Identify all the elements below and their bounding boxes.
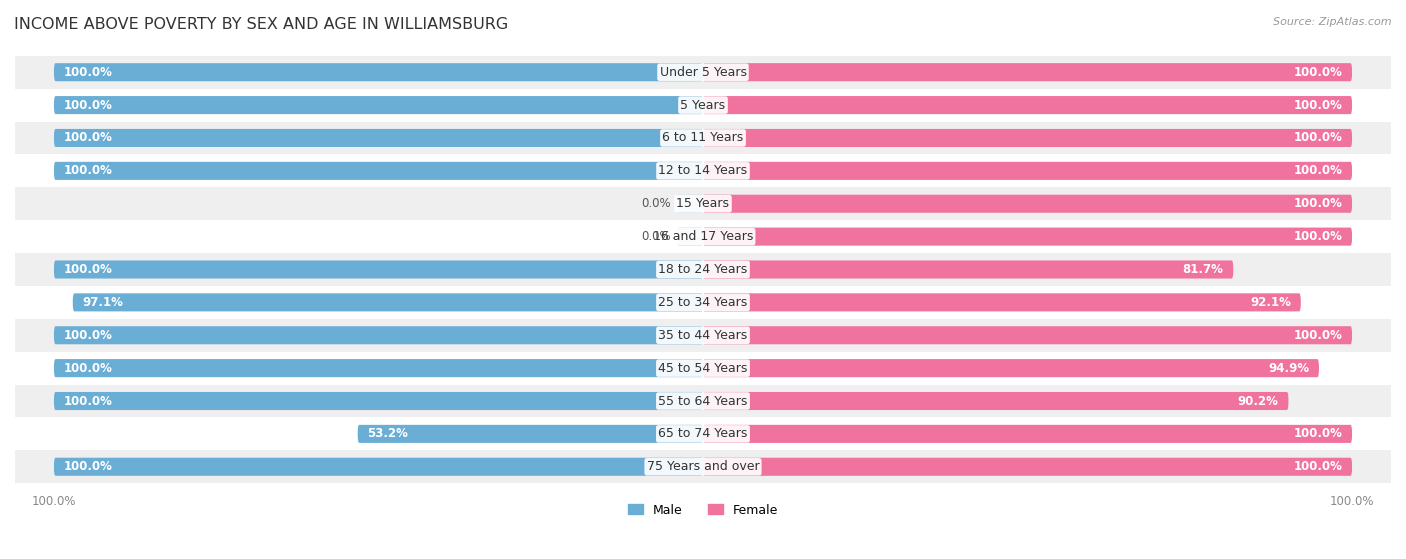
Text: 100.0%: 100.0% — [63, 460, 112, 473]
Text: 5 Years: 5 Years — [681, 98, 725, 112]
Bar — [15, 154, 1391, 187]
FancyBboxPatch shape — [703, 195, 1353, 213]
Text: 97.1%: 97.1% — [83, 296, 124, 309]
FancyBboxPatch shape — [703, 458, 1353, 476]
Text: 53.2%: 53.2% — [367, 428, 408, 440]
Text: 100.0%: 100.0% — [1294, 98, 1343, 112]
FancyBboxPatch shape — [53, 162, 703, 180]
Text: 81.7%: 81.7% — [1182, 263, 1223, 276]
Text: 100.0%: 100.0% — [1294, 329, 1343, 342]
Text: 16 and 17 Years: 16 and 17 Years — [652, 230, 754, 243]
Text: 100.0%: 100.0% — [1294, 460, 1343, 473]
FancyBboxPatch shape — [703, 425, 1353, 443]
Bar — [15, 319, 1391, 352]
Text: 100.0%: 100.0% — [1294, 66, 1343, 79]
Text: 15 Years: 15 Years — [676, 197, 730, 210]
Text: 45 to 54 Years: 45 to 54 Years — [658, 362, 748, 375]
Text: 100.0%: 100.0% — [63, 329, 112, 342]
Text: 100.0%: 100.0% — [1294, 164, 1343, 177]
Bar — [15, 89, 1391, 121]
FancyBboxPatch shape — [678, 195, 703, 213]
FancyBboxPatch shape — [703, 359, 1319, 377]
Bar — [15, 187, 1391, 220]
Bar — [15, 56, 1391, 89]
Text: Source: ZipAtlas.com: Source: ZipAtlas.com — [1274, 17, 1392, 27]
Text: INCOME ABOVE POVERTY BY SEX AND AGE IN WILLIAMSBURG: INCOME ABOVE POVERTY BY SEX AND AGE IN W… — [14, 17, 509, 32]
FancyBboxPatch shape — [703, 392, 1288, 410]
Text: 100.0%: 100.0% — [63, 362, 112, 375]
FancyBboxPatch shape — [53, 359, 703, 377]
Bar — [15, 286, 1391, 319]
Text: 12 to 14 Years: 12 to 14 Years — [658, 164, 748, 177]
FancyBboxPatch shape — [678, 228, 703, 245]
Text: 0.0%: 0.0% — [641, 197, 671, 210]
FancyBboxPatch shape — [703, 162, 1353, 180]
Text: 92.1%: 92.1% — [1250, 296, 1291, 309]
FancyBboxPatch shape — [53, 129, 703, 147]
FancyBboxPatch shape — [703, 96, 1353, 114]
Text: 94.9%: 94.9% — [1268, 362, 1309, 375]
Text: 100.0%: 100.0% — [63, 131, 112, 144]
FancyBboxPatch shape — [703, 63, 1353, 81]
Bar — [15, 385, 1391, 418]
Text: Under 5 Years: Under 5 Years — [659, 66, 747, 79]
Text: 100.0%: 100.0% — [1294, 428, 1343, 440]
FancyBboxPatch shape — [703, 228, 1353, 245]
Text: 100.0%: 100.0% — [63, 395, 112, 408]
Text: 100.0%: 100.0% — [1294, 197, 1343, 210]
Text: 100.0%: 100.0% — [63, 98, 112, 112]
FancyBboxPatch shape — [53, 326, 703, 344]
Bar — [15, 121, 1391, 154]
Bar — [15, 352, 1391, 385]
Bar — [15, 220, 1391, 253]
FancyBboxPatch shape — [703, 293, 1301, 311]
FancyBboxPatch shape — [53, 392, 703, 410]
Text: 65 to 74 Years: 65 to 74 Years — [658, 428, 748, 440]
Bar — [15, 418, 1391, 451]
FancyBboxPatch shape — [703, 326, 1353, 344]
FancyBboxPatch shape — [53, 260, 703, 278]
FancyBboxPatch shape — [53, 63, 703, 81]
FancyBboxPatch shape — [703, 260, 1233, 278]
Text: 100.0%: 100.0% — [1294, 230, 1343, 243]
Text: 100.0%: 100.0% — [63, 164, 112, 177]
Text: 100.0%: 100.0% — [63, 66, 112, 79]
Text: 35 to 44 Years: 35 to 44 Years — [658, 329, 748, 342]
FancyBboxPatch shape — [73, 293, 703, 311]
FancyBboxPatch shape — [357, 425, 703, 443]
Text: 18 to 24 Years: 18 to 24 Years — [658, 263, 748, 276]
Bar — [15, 451, 1391, 483]
FancyBboxPatch shape — [53, 458, 703, 476]
Text: 0.0%: 0.0% — [641, 230, 671, 243]
Text: 55 to 64 Years: 55 to 64 Years — [658, 395, 748, 408]
Text: 75 Years and over: 75 Years and over — [647, 460, 759, 473]
Text: 100.0%: 100.0% — [63, 263, 112, 276]
Bar — [15, 253, 1391, 286]
Text: 6 to 11 Years: 6 to 11 Years — [662, 131, 744, 144]
FancyBboxPatch shape — [53, 96, 703, 114]
Legend: Male, Female: Male, Female — [623, 499, 783, 522]
Text: 25 to 34 Years: 25 to 34 Years — [658, 296, 748, 309]
Text: 100.0%: 100.0% — [1294, 131, 1343, 144]
FancyBboxPatch shape — [703, 129, 1353, 147]
Text: 90.2%: 90.2% — [1237, 395, 1278, 408]
